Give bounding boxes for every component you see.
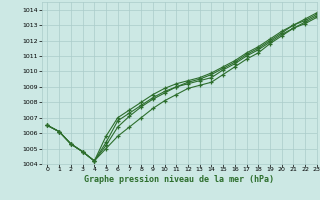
X-axis label: Graphe pression niveau de la mer (hPa): Graphe pression niveau de la mer (hPa): [84, 175, 274, 184]
